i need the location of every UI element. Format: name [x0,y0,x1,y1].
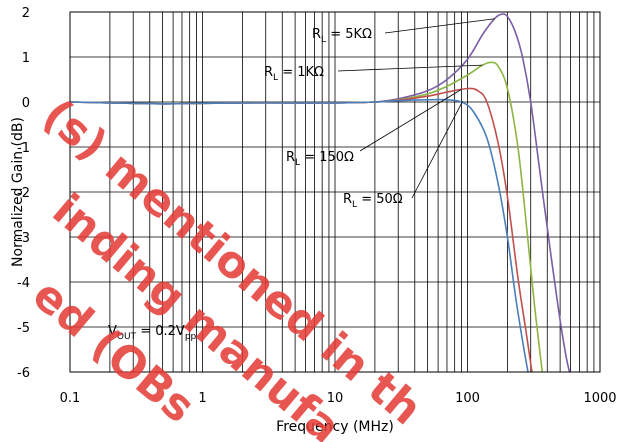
leader-line-2 [359,89,462,152]
x-tick-label: 0.1 [60,391,81,406]
y-tick-label: -2 [17,186,30,201]
y-tick-label: 1 [22,51,30,66]
annotation-vout: VOUT = 0.2Vpp [108,324,197,342]
leader-line-3 [411,100,464,199]
y-tick-label: 2 [22,6,30,21]
y-tick-label: 0 [22,96,30,111]
y-tick-label: -5 [17,321,30,336]
leader-line-0 [384,18,495,34]
y-axis-label: Normalized Gain (dB) [10,117,26,267]
plot-frame [69,11,601,373]
annotation-rl-150: RL = 150Ω [286,150,354,168]
x-tick-labels: 0.1 1 10 100 1000 [60,391,617,406]
grid [70,11,600,373]
series-lines [70,13,571,372]
watermark: (s) mentioned in th inding manufa ed (OB… [23,89,431,442]
y-tick-labels: 2 1 0 -1 -2 -3 -4 -5 -6 [17,6,30,381]
y-tick-label: -3 [17,231,30,246]
series-line-3 [70,98,529,372]
x-tick-label: 100 [455,391,480,406]
y-tick-label: -4 [17,276,30,291]
annotation-rl-1k: RL = 1KΩ [264,65,324,83]
y-tick-label: -1 [17,141,30,156]
x-tick-label: 10 [327,391,344,406]
x-axis-label: Frequency (MHz) [276,419,394,435]
x-tick-label: 1000 [583,391,616,406]
leader-line-1 [337,64,483,72]
annotation-rl-5k: RL = 5KΩ [312,27,372,45]
annotation-rl-50: RL = 50Ω [343,192,403,210]
y-tick-label: -6 [17,366,30,381]
x-tick-label: 1 [198,391,206,406]
annotation-leaders [337,18,495,199]
